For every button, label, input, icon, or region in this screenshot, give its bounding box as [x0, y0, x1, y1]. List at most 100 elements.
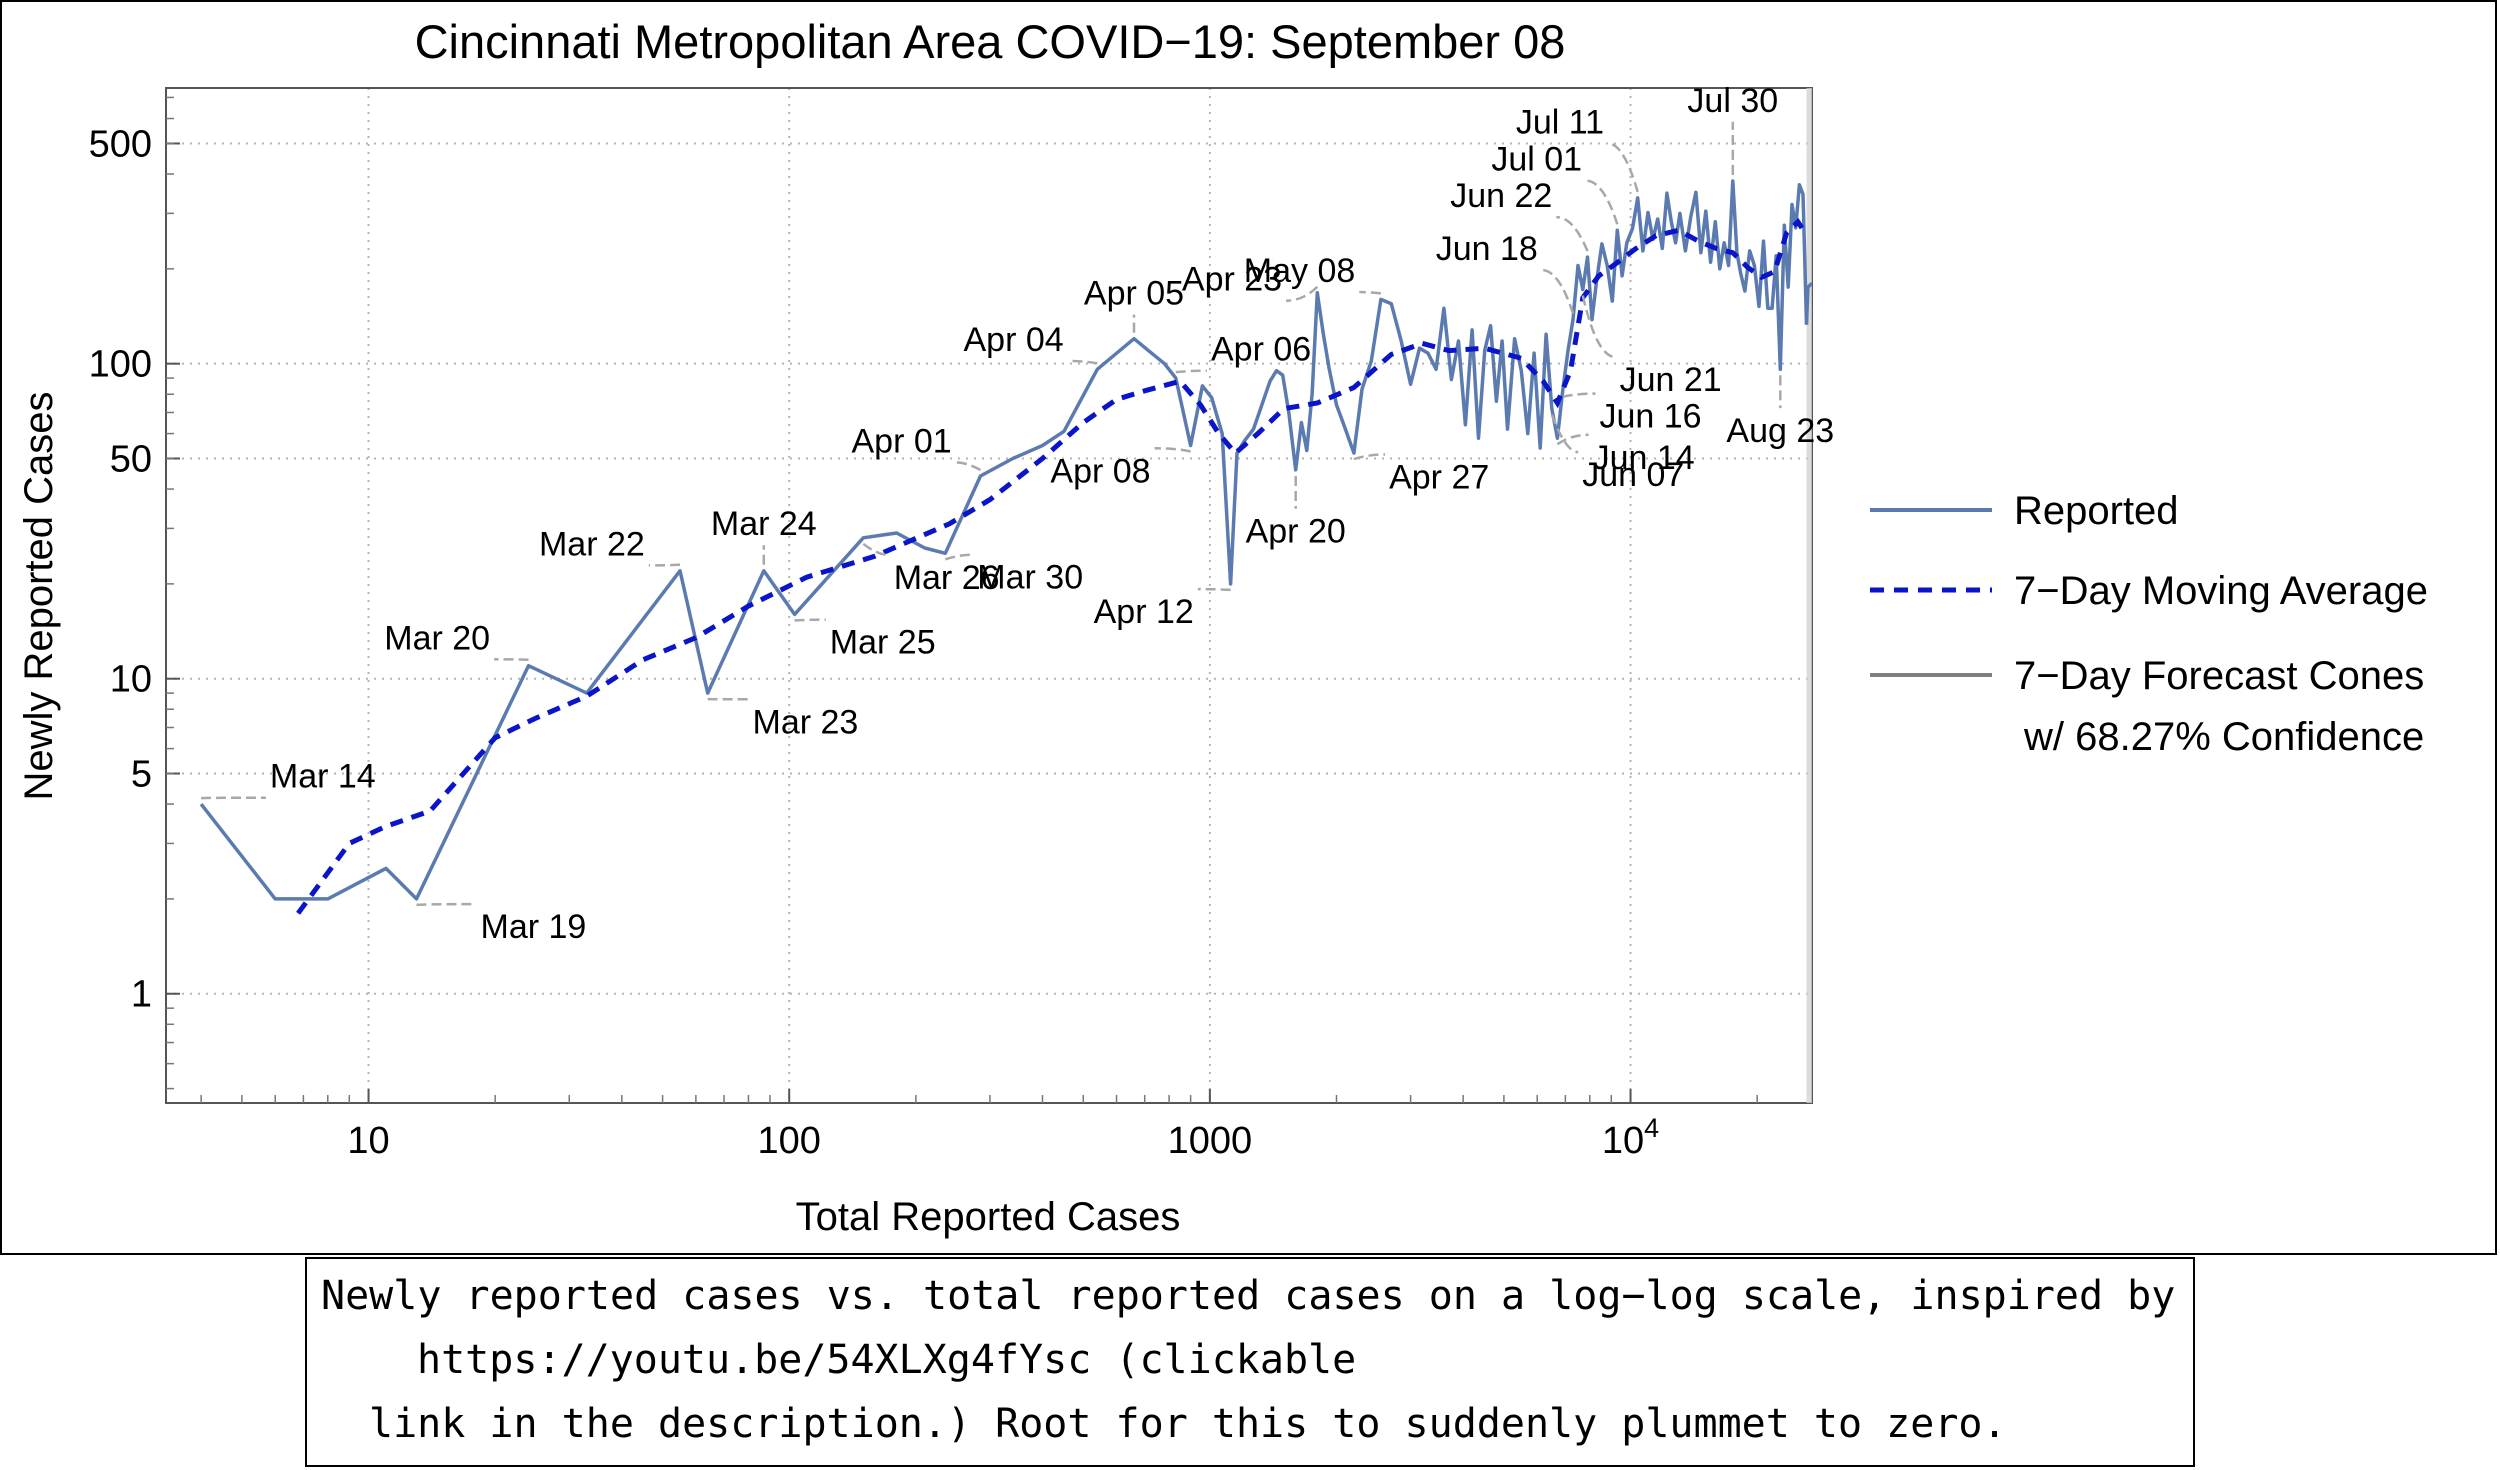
x-tick-label: 100	[758, 1120, 821, 1162]
annotation: Jun 16	[1562, 392, 1702, 436]
annotation: Apr 04	[964, 321, 1098, 365]
annotation-label: Jun 18	[1436, 230, 1538, 268]
annotation-leader	[955, 461, 982, 472]
annotation-label: Jul 01	[1491, 141, 1582, 179]
annotation-label: Jun 14	[1593, 439, 1695, 477]
annotation: Mar 20	[384, 619, 529, 661]
annotation: Mar 23	[707, 697, 859, 741]
annotation-leader	[1581, 295, 1616, 359]
x-tick-label: 1000	[1168, 1120, 1253, 1162]
series-line-reported	[199, 179, 1809, 901]
annotation-label: Apr 23	[1182, 261, 1282, 299]
annotation-label: Mar 23	[753, 703, 859, 741]
annotation-label: Mar 20	[384, 619, 490, 657]
annotation: Jun 14	[1556, 433, 1695, 477]
annotation-leader	[1353, 453, 1386, 461]
annotation-label: Apr 08	[1050, 452, 1150, 490]
annotation: Mar 26	[862, 542, 1000, 597]
annotation-leader	[1556, 433, 1589, 446]
annotation-leader	[1541, 268, 1575, 314]
caption-line-2[interactable]: https://youtu.be/54XLXg4fYsc (clickable	[417, 1337, 1357, 1383]
annotation: Jun 07	[1550, 414, 1684, 494]
annotation-leader	[1562, 392, 1596, 399]
annotation-label: Mar 24	[711, 505, 817, 543]
annotation-leader	[1607, 142, 1639, 193]
annotation-leader	[1359, 290, 1382, 295]
annotation: Apr 20	[1246, 475, 1346, 551]
series-line-7-day-moving-average	[296, 217, 1808, 915]
legend-label: Reported	[2014, 489, 2179, 533]
annotation: Aug 23	[1726, 375, 1834, 450]
forecast-cone	[1806, 88, 1812, 1103]
legend-entry: 7−Day Forecast Cones w/ 68.27% Confidence	[1870, 654, 2424, 759]
x-axis-label: Total Reported Cases	[796, 1195, 1181, 1239]
annotation-leader	[1585, 179, 1619, 225]
annotation: Mar 25	[794, 618, 936, 662]
chart-frame	[0, 0, 2497, 1255]
annotation-label: May 08	[1244, 252, 1356, 290]
x-tick-label: 10	[347, 1120, 389, 1162]
annotation-label: Apr 05	[1084, 275, 1184, 313]
annotation-label: Jun 21	[1620, 361, 1722, 399]
annotations: Mar 14 Mar 19 Mar 20 Mar 22 Mar 23 Mar 24 Mar …	[201, 82, 1834, 946]
annotation: May 08	[1244, 252, 1382, 295]
y-tick-label: 500	[89, 123, 152, 165]
legend-label: 7−Day Moving Average	[2014, 569, 2428, 613]
annotation-label: Apr 04	[964, 321, 1064, 359]
x-tick-label: 104	[1602, 1113, 1659, 1162]
annotation-leader	[1556, 215, 1589, 252]
annotation-label: Apr 20	[1246, 513, 1346, 551]
chart-title: Cincinnati Metropolitan Area COVID−19: S…	[415, 15, 1566, 68]
annotation: Apr 27	[1353, 453, 1489, 497]
annotation-label: Jun 16	[1600, 398, 1702, 436]
y-tick-label: 50	[110, 439, 152, 481]
annotation: Jun 22	[1450, 177, 1589, 252]
annotation-leader	[648, 563, 681, 567]
chart: Cincinnati Metropolitan Area COVID−19: S…	[17, 15, 2428, 1239]
annotation-label: Jul 30	[1687, 82, 1778, 120]
annotation: Jul 11	[1516, 104, 1639, 193]
annotation-leader	[1550, 414, 1579, 454]
annotation: Apr 08	[1050, 447, 1191, 490]
annotation-leader	[1197, 587, 1231, 592]
annotation: Apr 12	[1094, 587, 1231, 631]
annotation: Jul 30	[1687, 82, 1778, 176]
y-axis-label: Newly Reported Cases	[17, 391, 61, 800]
y-tick-label: 10	[110, 659, 152, 701]
y-tick-label: 5	[131, 754, 152, 796]
y-tick-label: 1	[131, 974, 152, 1016]
annotation-label: Jul 11	[1516, 104, 1604, 142]
annotation: Mar 14	[201, 758, 376, 800]
series-line-7-day-forecast-cones	[1804, 282, 1812, 325]
annotation-leader	[862, 542, 890, 557]
annotation-leader	[1175, 369, 1208, 374]
annotation: Mar 30	[944, 553, 1083, 597]
annotation-label: Aug 23	[1726, 412, 1834, 450]
annotation-leader	[1154, 447, 1191, 453]
annotation: Jul 01	[1491, 141, 1619, 225]
annotation-label: Apr 06	[1211, 331, 1311, 369]
y-tick-label: 100	[89, 344, 152, 386]
legend-entry: Reported	[1870, 489, 2179, 533]
annotation-leader	[1067, 359, 1098, 365]
annotation-label: Mar 22	[539, 525, 645, 563]
legend-label-line-2: w/ 68.27% Confidence	[2023, 715, 2424, 759]
annotation-label: Apr 12	[1094, 593, 1194, 631]
annotation: Mar 24	[711, 505, 817, 565]
series	[199, 88, 1812, 1103]
annotation-label: Apr 01	[852, 422, 952, 460]
caption-box: Newly reported cases vs. total reported …	[305, 1257, 2195, 1467]
annotation-label: Mar 30	[977, 559, 1083, 597]
caption-line-3: link in the description.) Root for this …	[369, 1401, 2007, 1447]
annotation: Mar 22	[539, 525, 681, 567]
annotation-label: Mar 19	[481, 908, 587, 946]
annotation: Mar 19	[416, 902, 587, 946]
annotation: Apr 06	[1175, 331, 1311, 374]
annotation-label: Mar 25	[830, 624, 936, 662]
annotation-label: Mar 14	[270, 758, 376, 796]
annotation-leader	[944, 553, 974, 561]
grid	[166, 88, 1812, 1103]
annotation-label: Mar 26	[894, 559, 1000, 597]
annotation-leader	[794, 618, 826, 622]
legend-label: 7−Day Forecast Cones	[2014, 654, 2424, 698]
